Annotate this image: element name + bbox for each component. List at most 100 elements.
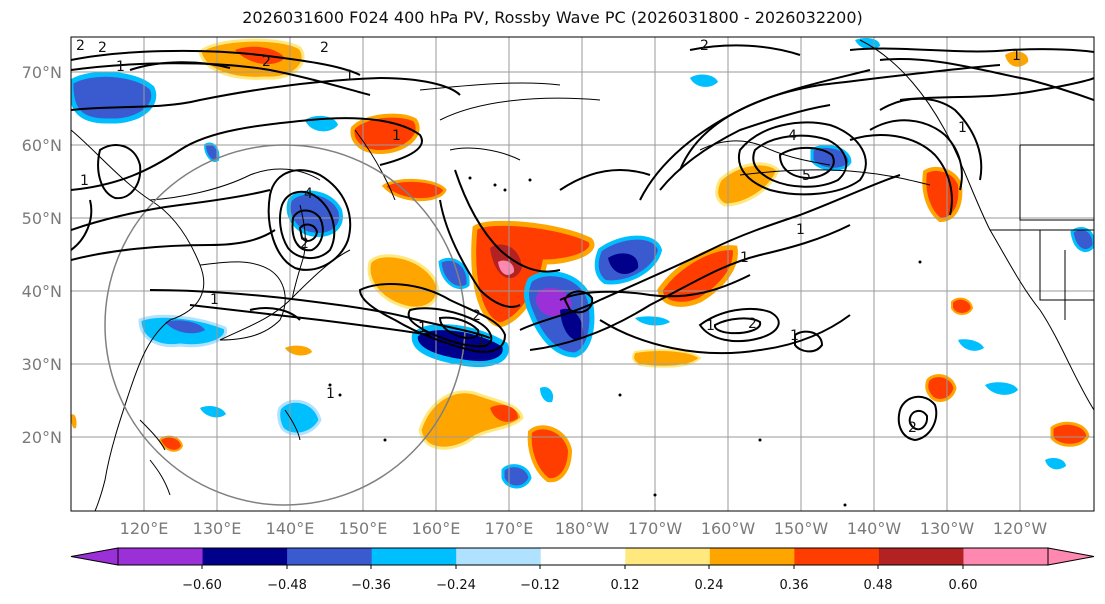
contour-label: 1	[210, 292, 219, 308]
shade-positive-region	[498, 260, 515, 275]
lon-label: 170°W	[628, 519, 683, 538]
shade-negative-region	[438, 257, 470, 290]
contour-label: 2	[76, 38, 85, 54]
shade-negative-region	[165, 320, 205, 334]
shade-negative-region	[985, 382, 1018, 395]
colorbar-tick-label: −0.60	[182, 578, 222, 593]
colorbar-segment	[963, 548, 1049, 565]
colorbar-tick-label: 0.48	[864, 578, 893, 593]
pv-contours	[71, 44, 1094, 442]
contour-label: 1	[796, 222, 805, 238]
shade-negative-region	[540, 386, 554, 403]
latitude-axis: 20°N 30°N 40°N 50°N 60°N 70°N	[22, 63, 62, 447]
coastlines	[71, 39, 1094, 511]
contour-label: 2	[908, 420, 917, 436]
colorbar-tick-label: 0.36	[780, 578, 809, 593]
shade-negative-region	[203, 142, 220, 162]
contour-label: 1	[1012, 48, 1021, 64]
colorbar-tick-label: −0.12	[520, 578, 560, 593]
contour-label: 2	[98, 40, 107, 56]
shade-negative-region	[1045, 458, 1066, 470]
colorbar-segment	[118, 548, 204, 565]
shade-positive-region	[951, 297, 974, 315]
contour-label: 1	[477, 333, 486, 349]
colorbar-tick-label: 0.12	[611, 578, 640, 593]
lon-label: 150°E	[339, 519, 388, 538]
shade-negative-region	[277, 399, 322, 436]
contour-label: 2	[262, 54, 271, 70]
shade-negative-region	[690, 74, 718, 87]
minor-features	[328, 176, 922, 507]
contour-label: 1	[958, 120, 967, 136]
shade-positive-region	[632, 349, 702, 368]
contour-label: 1	[326, 386, 335, 402]
colorbar-border	[117, 547, 1049, 566]
lon-label: 140°E	[266, 519, 315, 538]
contour-label: 5	[802, 168, 811, 184]
lon-label: 140°W	[847, 519, 902, 538]
colorbar-segments	[70, 547, 1095, 566]
contour-label: 1	[706, 318, 715, 334]
lat-label: 20°N	[22, 428, 62, 447]
colorbar-segment	[371, 548, 457, 565]
reference-circle	[104, 144, 466, 506]
colorbar-segment	[287, 548, 373, 565]
shade-positive-region	[925, 374, 957, 402]
colorbar-tick-label: 0.24	[695, 578, 724, 593]
colorbar-segment	[540, 548, 626, 565]
longitude-axis: 120°E 130°E 140°E 150°E 160°E 170°E 180°…	[120, 519, 1048, 538]
lat-label: 30°N	[22, 355, 62, 374]
shade-negative-region	[1070, 227, 1094, 253]
colorbar-extend-high	[1047, 547, 1095, 566]
colorbar-segment	[794, 548, 880, 565]
shade-positive-region	[1005, 51, 1029, 67]
contour-label-group: 2 1 2 2 1 1 2 4 1 2 1 1 2 4 5 1 1 2 1 1 …	[76, 38, 1021, 436]
shade-positive-region	[71, 414, 77, 429]
lon-label: 130°W	[920, 519, 975, 538]
contour-label: 2	[748, 316, 757, 332]
colorbar-tick-label: 0.60	[949, 578, 978, 593]
map-title: 2026031600 F024 400 hPa PV, Rossby Wave …	[242, 8, 863, 27]
contour-label: 2	[300, 236, 309, 252]
lon-label: 150°W	[774, 519, 829, 538]
contour-label: 1	[116, 59, 125, 75]
lat-label: 50°N	[22, 209, 62, 228]
lon-label: 120°E	[120, 519, 169, 538]
shade-negative-region	[71, 71, 157, 124]
shade-positive-region	[527, 425, 573, 483]
shade-positive-region	[367, 254, 439, 310]
contour-label: 1	[740, 250, 749, 266]
shade-positive-region	[285, 345, 312, 356]
lon-label: 180°W	[555, 519, 610, 538]
lon-label: 130°E	[193, 519, 242, 538]
colorbar-ticks	[201, 565, 964, 569]
colorbar-tick-label: −0.24	[436, 578, 476, 593]
contour-label: 1	[392, 128, 401, 144]
colorbar-segment	[878, 548, 964, 565]
shade-negative-region	[200, 406, 226, 418]
lon-label: 170°E	[485, 519, 534, 538]
lat-label: 40°N	[22, 282, 62, 301]
lat-label: 60°N	[22, 136, 62, 155]
colorbar: −0.60 −0.48 −0.36 −0.24 −0.12 0.12 0.24 …	[70, 547, 1095, 593]
colorbar-segment	[625, 548, 711, 565]
shade-negative-region	[958, 339, 984, 351]
contour-label: 1	[345, 68, 354, 84]
lon-label: 120°W	[993, 519, 1048, 538]
contour-label: 2	[320, 40, 329, 56]
shade-negative-region	[501, 464, 532, 489]
colorbar-tick-label: −0.48	[267, 578, 307, 593]
map-border	[70, 36, 1095, 512]
contour-label: 1	[418, 320, 427, 336]
colorbar-segment	[709, 548, 795, 565]
colorbar-segment	[456, 548, 542, 565]
shade-positive-region	[490, 405, 518, 422]
shade-positive-region	[1050, 421, 1090, 447]
contour-label: 4	[304, 186, 313, 202]
contour-label: 2	[700, 38, 709, 54]
contour-label: 4	[788, 128, 797, 144]
colorbar-tick-label: −0.36	[351, 578, 391, 593]
shade-negative-region	[635, 316, 670, 326]
contour-label: 2	[472, 308, 481, 324]
